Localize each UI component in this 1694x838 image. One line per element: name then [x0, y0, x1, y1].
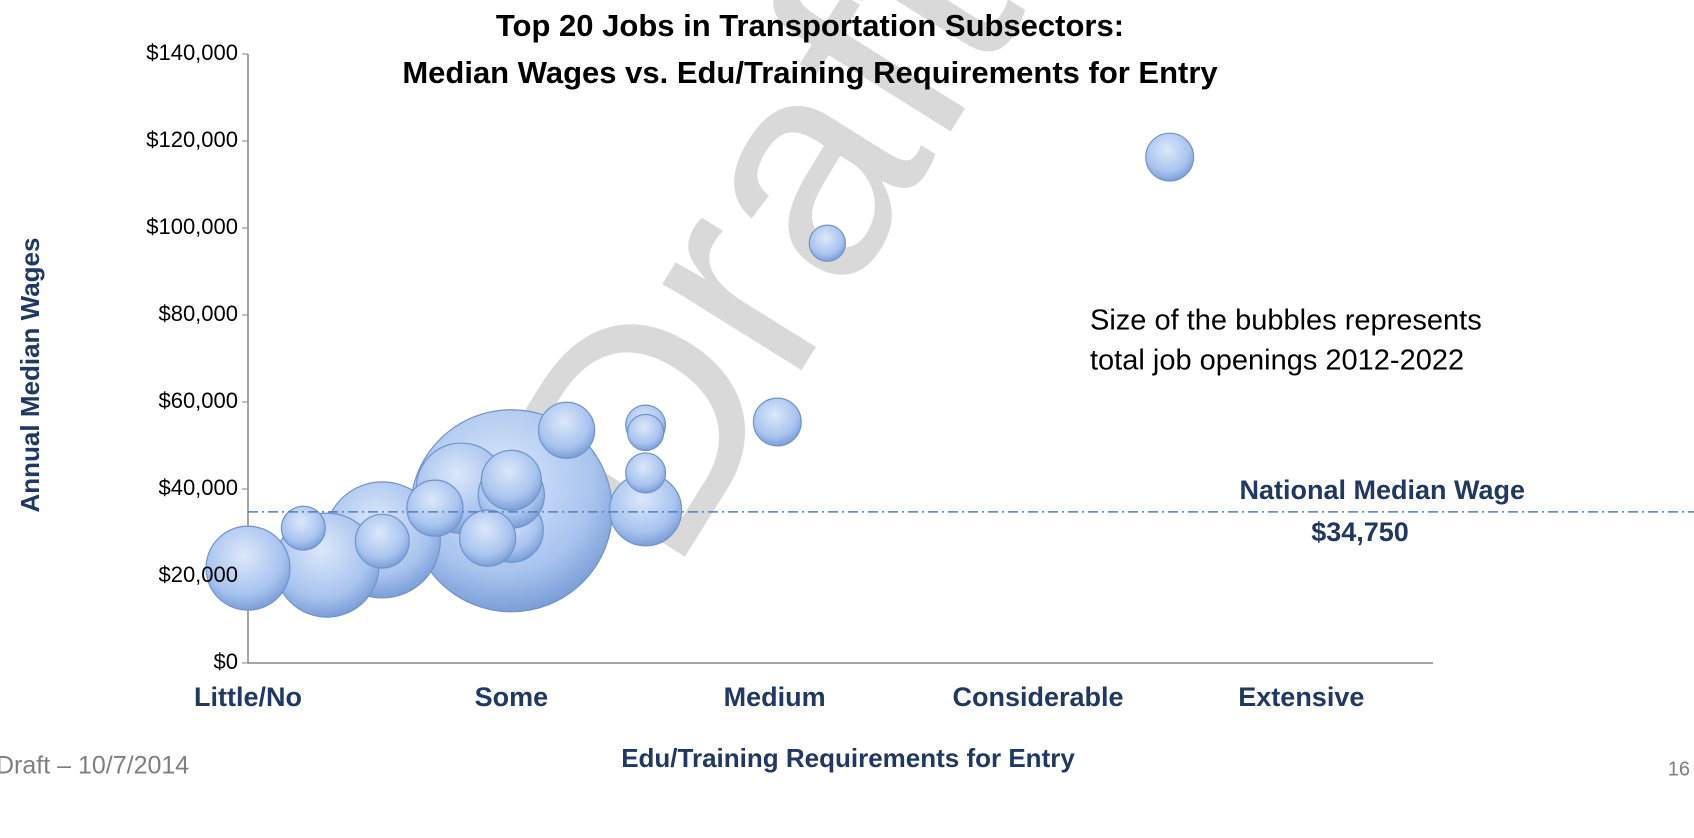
bubble [459, 509, 517, 567]
bubble [752, 397, 802, 447]
y-tick-label: $0 [214, 649, 238, 674]
note: total job openings 2012-2022 [1090, 345, 1464, 377]
bubble [808, 224, 847, 262]
bubble [280, 505, 326, 551]
bubble [406, 479, 464, 537]
chart-title: Top 20 Jobs in Transportation Subsectors… [496, 8, 1124, 43]
x-tick-label: Little/No [194, 682, 302, 712]
y-axis-title: Annual Median Wages [15, 238, 45, 513]
y-tick-label: $60,000 [158, 388, 238, 413]
y-tick-label: $100,000 [146, 214, 238, 239]
x-tick-label: Extensive [1238, 682, 1364, 712]
bubble [538, 401, 596, 459]
bubble [205, 525, 291, 611]
x-axis-title: Edu/Training Requirements for Entry [621, 743, 1075, 773]
y-tick-label: $80,000 [158, 301, 238, 326]
x-tick-label: Medium [724, 682, 826, 712]
bubble [354, 513, 410, 569]
reference-value-label: $34,750 [1311, 517, 1409, 547]
y-tick-label: $20,000 [158, 562, 238, 587]
x-tick-label: Some [475, 682, 549, 712]
reference-label: National Median Wage [1239, 475, 1525, 505]
bubble [626, 413, 665, 452]
x-tick-label: Considerable [952, 682, 1123, 712]
note: Size of the bubbles represents [1090, 305, 1482, 337]
y-tick-label: $120,000 [146, 127, 238, 152]
bubble [480, 449, 542, 511]
bubble [1145, 132, 1195, 182]
bubble [625, 452, 667, 494]
chart-title: Median Wages vs. Edu/Training Requiremen… [402, 55, 1218, 90]
page-number: 16 [1668, 758, 1690, 780]
y-tick-label: $40,000 [158, 475, 238, 500]
y-tick-label: $140,000 [146, 40, 238, 65]
footer-text: Draft – 10/7/2014 [0, 752, 189, 780]
plot-area [205, 53, 1694, 664]
